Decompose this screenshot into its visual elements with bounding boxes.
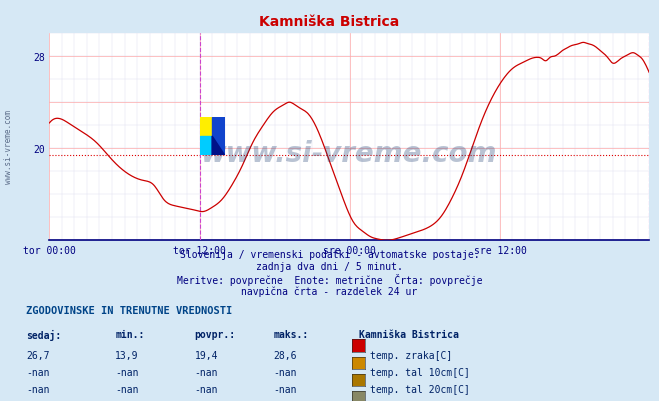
Text: www.si-vreme.com: www.si-vreme.com (4, 109, 13, 183)
Text: 13,9: 13,9 (115, 350, 139, 360)
Text: ZGODOVINSKE IN TRENUTNE VREDNOSTI: ZGODOVINSKE IN TRENUTNE VREDNOSTI (26, 306, 233, 316)
Text: sedaj:: sedaj: (26, 329, 61, 340)
Text: 26,7: 26,7 (26, 350, 50, 360)
Text: maks.:: maks.: (273, 329, 308, 339)
Text: temp. tal 10cm[C]: temp. tal 10cm[C] (370, 367, 471, 377)
Text: temp. tal 20cm[C]: temp. tal 20cm[C] (370, 384, 471, 394)
Text: 19,4: 19,4 (194, 350, 218, 360)
Text: navpična črta - razdelek 24 ur: navpična črta - razdelek 24 ur (241, 286, 418, 296)
Polygon shape (212, 137, 225, 156)
Text: Slovenija / vremenski podatki - avtomatske postaje.: Slovenija / vremenski podatki - avtomats… (180, 249, 479, 259)
Text: -nan: -nan (273, 367, 297, 377)
Text: Meritve: povprečne  Enote: metrične  Črta: povprečje: Meritve: povprečne Enote: metrične Črta:… (177, 273, 482, 286)
Text: min.:: min.: (115, 329, 145, 339)
Text: -nan: -nan (26, 367, 50, 377)
Text: www.si-vreme.com: www.si-vreme.com (201, 140, 498, 168)
Text: -nan: -nan (26, 384, 50, 394)
Text: 28,6: 28,6 (273, 350, 297, 360)
Text: temp. zraka[C]: temp. zraka[C] (370, 350, 453, 360)
Text: povpr.:: povpr.: (194, 329, 235, 339)
Polygon shape (212, 117, 225, 156)
Text: Kamniška Bistrica: Kamniška Bistrica (359, 329, 459, 339)
Text: zadnja dva dni / 5 minut.: zadnja dva dni / 5 minut. (256, 261, 403, 271)
Bar (200, 137, 212, 156)
Text: -nan: -nan (194, 384, 218, 394)
Text: -nan: -nan (115, 384, 139, 394)
Text: -nan: -nan (273, 384, 297, 394)
Bar (200, 117, 212, 137)
Text: -nan: -nan (194, 367, 218, 377)
Text: -nan: -nan (115, 367, 139, 377)
Text: Kamniška Bistrica: Kamniška Bistrica (260, 15, 399, 29)
